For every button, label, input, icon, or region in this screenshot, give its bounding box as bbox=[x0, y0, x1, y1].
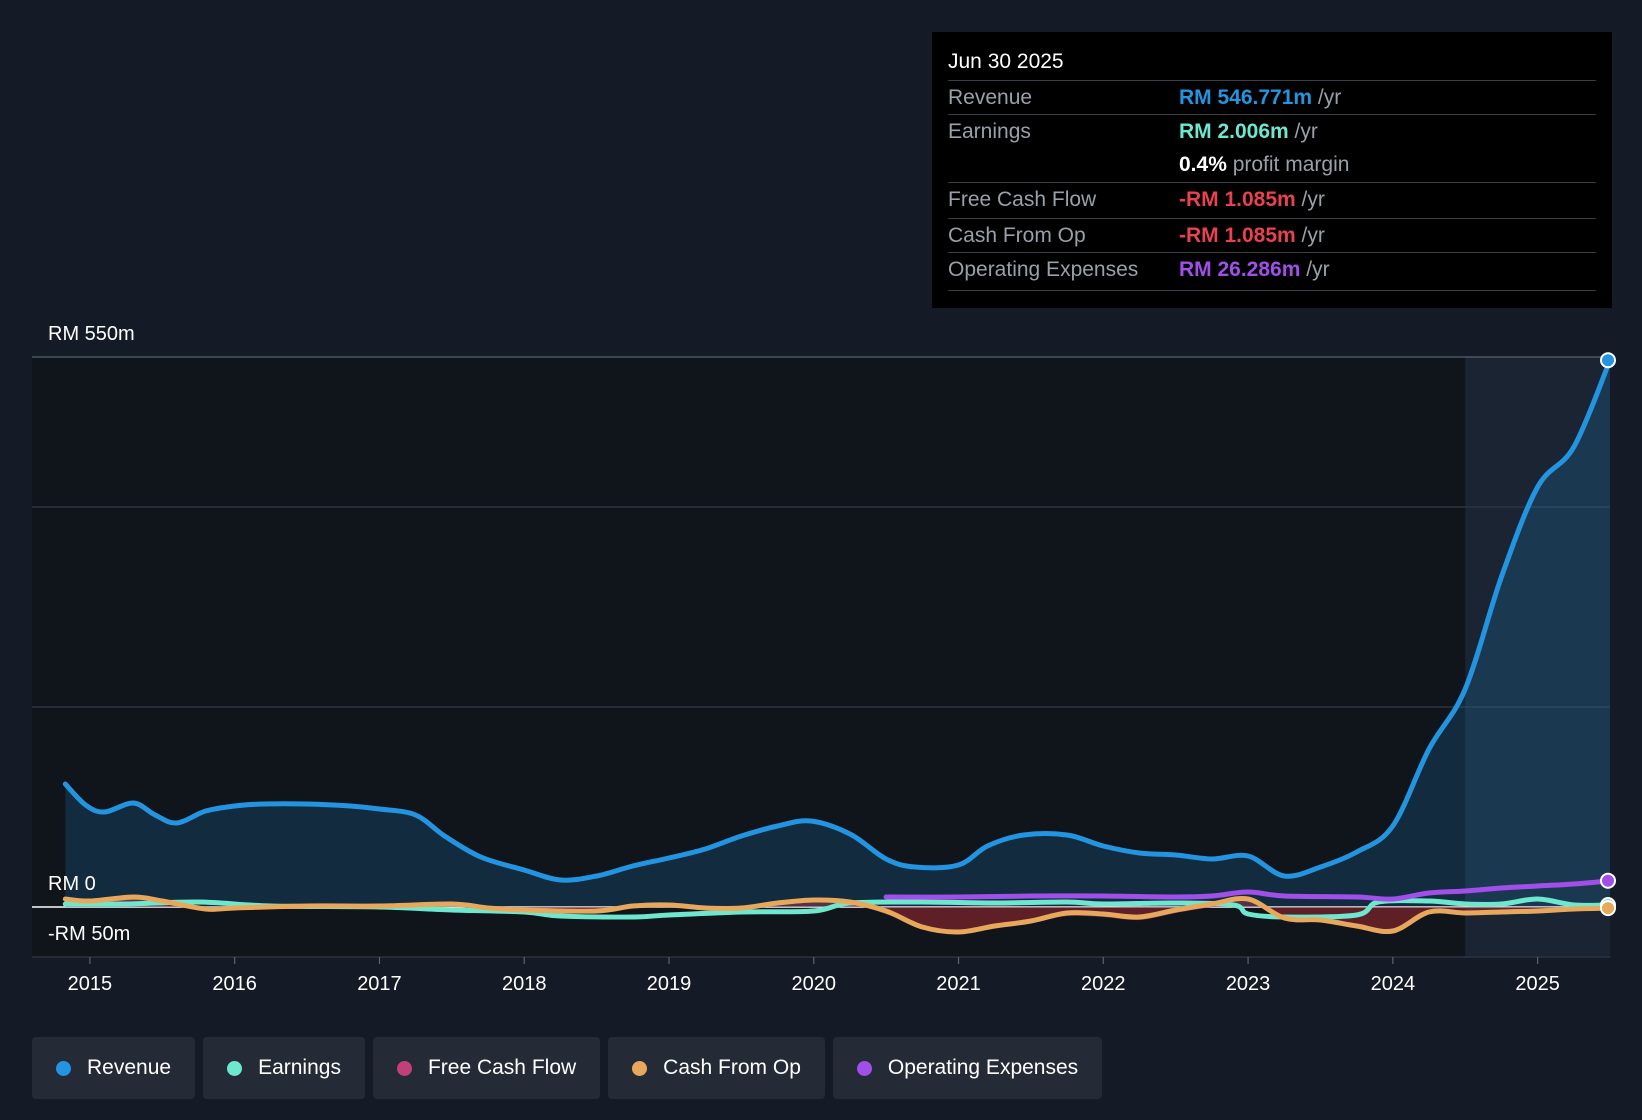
tooltip-value-text: -RM 1.085m bbox=[1179, 224, 1296, 247]
legend-dot-icon bbox=[632, 1060, 648, 1076]
tooltip-row-value: RM 546.771m /yr bbox=[1179, 81, 1341, 115]
cash-from-op-line bbox=[62, 894, 1613, 935]
x-tick-label: 2023 bbox=[1226, 973, 1271, 995]
forecast-area bbox=[1465, 357, 1610, 957]
chart: 2015 2016 2017 2018 2019 2020 2021 2022 2023 2024… bbox=[32, 323, 1616, 995]
tooltip-row: Revenue RM 546.771m /yr bbox=[948, 80, 1596, 115]
x-tick-label: 2021 bbox=[936, 973, 981, 995]
y-axis-label: RM 0 bbox=[48, 873, 96, 895]
tooltip-value-unit: profit margin bbox=[1226, 153, 1350, 176]
tooltip: Jun 30 2025 Revenue RM 546.771m /yr Earnin… bbox=[932, 32, 1612, 308]
tooltip-row-value: RM 26.286m /yr bbox=[1179, 253, 1330, 287]
revenue-area bbox=[65, 360, 1610, 907]
legend-item[interactable]: Earnings bbox=[203, 1037, 365, 1099]
tooltip-row-value: -RM 1.085m /yr bbox=[1179, 219, 1325, 253]
x-tick-label: 2017 bbox=[357, 973, 402, 995]
tooltip-value-text: 0.4% bbox=[1179, 153, 1227, 176]
tooltip-value-unit: /yr bbox=[1300, 258, 1330, 281]
tooltip-row-label: Cash From Op bbox=[948, 224, 1086, 247]
x-tick-label: 2025 bbox=[1515, 973, 1560, 995]
tooltip-row-value: RM 2.006m /yr bbox=[1179, 115, 1318, 149]
x-tick-label: 2015 bbox=[68, 973, 113, 995]
tooltip-row-label: Free Cash Flow bbox=[948, 188, 1097, 211]
legend-label: Earnings bbox=[258, 1056, 341, 1079]
legend-label: Operating Expenses bbox=[887, 1056, 1079, 1079]
tooltip-row: Free Cash Flow -RM 1.085m /yr bbox=[948, 182, 1596, 217]
legend-label: Revenue bbox=[87, 1056, 172, 1079]
operating-expenses-line bbox=[883, 878, 1613, 902]
legend: Revenue Earnings Free Cash Flow Cash From O… bbox=[32, 1037, 1103, 1099]
tooltip-value-text: RM 2.006m bbox=[1179, 120, 1289, 143]
legend-dot-icon bbox=[396, 1060, 412, 1076]
legend-item[interactable]: Free Cash Flow bbox=[372, 1037, 601, 1099]
x-tick-label: 2022 bbox=[1081, 973, 1126, 995]
tooltip-value-text: RM 546.771m bbox=[1179, 86, 1313, 109]
tooltip-value-text: RM 26.286m bbox=[1179, 258, 1301, 281]
tooltip-row-label: Earnings bbox=[948, 120, 1031, 143]
x-tick-label: 2016 bbox=[212, 973, 257, 995]
x-tick-label: 2018 bbox=[502, 973, 547, 995]
x-tick-label: 2024 bbox=[1371, 973, 1416, 995]
legend-item[interactable]: Cash From Op bbox=[608, 1037, 825, 1099]
tooltip-value-unit: /yr bbox=[1312, 86, 1342, 109]
y-axis-label: -RM 50m bbox=[48, 923, 130, 945]
legend-label: Cash From Op bbox=[663, 1056, 801, 1079]
revenue-line bbox=[62, 357, 1613, 883]
tooltip-row: Earnings RM 2.006m /yr bbox=[948, 114, 1596, 149]
legend-dot-icon bbox=[856, 1060, 872, 1076]
legend-label: Free Cash Flow bbox=[427, 1056, 577, 1079]
tooltip-value-unit: /yr bbox=[1288, 120, 1318, 143]
operating-expenses-endpoint bbox=[1600, 872, 1616, 889]
revenue-endpoint bbox=[1600, 352, 1616, 369]
tooltip-value-unit: /yr bbox=[1295, 224, 1325, 247]
tooltip-row-label: Revenue bbox=[948, 86, 1033, 109]
earnings-line bbox=[62, 896, 1613, 920]
tooltip-row-value: -RM 1.085m /yr bbox=[1179, 183, 1325, 217]
y-axis-label: RM 550m bbox=[48, 323, 135, 345]
tooltip-row: 0.4% profit margin bbox=[948, 148, 1596, 182]
x-tick-label: 2020 bbox=[792, 973, 837, 995]
tooltip-value-unit: /yr bbox=[1295, 188, 1325, 211]
cash-from-op-endpoint bbox=[1600, 900, 1616, 917]
tooltip-row-value: 0.4% profit margin bbox=[1179, 148, 1349, 182]
legend-dot-icon bbox=[56, 1060, 71, 1076]
x-tick-label: 2019 bbox=[647, 973, 692, 995]
tooltip-value-text: -RM 1.085m bbox=[1179, 188, 1296, 211]
legend-item[interactable]: Operating Expenses bbox=[832, 1037, 1103, 1099]
tooltip-row: Operating Expenses RM 26.286m /yr bbox=[948, 252, 1596, 287]
tooltip-row-label: Operating Expenses bbox=[948, 258, 1139, 281]
legend-dot-icon bbox=[227, 1060, 243, 1076]
legend-item[interactable]: Revenue bbox=[32, 1037, 196, 1099]
tooltip-date: Jun 30 2025 bbox=[948, 50, 1064, 73]
tooltip-row: Cash From Op -RM 1.085m /yr bbox=[948, 218, 1596, 253]
